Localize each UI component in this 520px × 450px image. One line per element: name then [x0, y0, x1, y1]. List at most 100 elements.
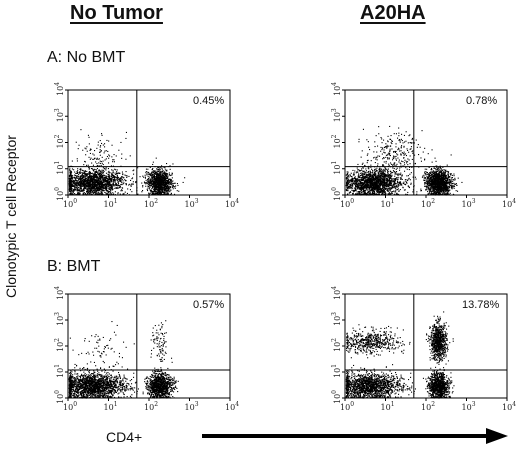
event-dot [357, 181, 359, 183]
event-dot [369, 186, 371, 188]
event-dot [347, 187, 349, 189]
event-dot [110, 179, 112, 181]
event-dot [77, 185, 79, 187]
event-dot [384, 173, 386, 175]
event-dot [157, 191, 159, 193]
event-dot [87, 173, 89, 175]
event-dot [365, 168, 367, 170]
event-dot [168, 183, 170, 185]
event-dot [382, 187, 384, 189]
event-dot [82, 184, 84, 186]
event-dot [370, 176, 372, 178]
event-dot [375, 188, 377, 190]
event-dot [184, 177, 186, 179]
event-dot [175, 185, 177, 187]
event-dot [105, 167, 107, 169]
event-dot [384, 183, 386, 185]
event-dot [108, 188, 110, 190]
event-dot [392, 187, 394, 189]
event-dot [373, 193, 375, 195]
event-dot [381, 182, 383, 184]
event-dot [86, 190, 88, 192]
event-dot [81, 190, 83, 192]
event-dot [162, 184, 164, 186]
event-dot [87, 164, 89, 166]
event-dot [147, 171, 149, 173]
event-dot [165, 178, 167, 180]
event-dot [356, 171, 358, 173]
event-dot [151, 169, 153, 171]
event-dot [101, 156, 103, 158]
event-dot [107, 181, 109, 183]
event-dot [372, 171, 374, 173]
event-dot [92, 181, 94, 183]
event-dot [116, 180, 118, 182]
event-dot [376, 178, 378, 180]
event-dot [369, 181, 371, 183]
event-dot [163, 184, 165, 186]
event-dot [369, 179, 371, 181]
event-dot [390, 181, 392, 183]
event-dot [108, 175, 110, 177]
event-dot [387, 179, 389, 181]
event-dot [360, 181, 362, 183]
event-dot [95, 161, 97, 163]
event-dot [85, 184, 87, 186]
event-dot [97, 158, 99, 160]
event-dot [89, 171, 91, 173]
event-dot [367, 191, 369, 193]
event-dot [86, 190, 88, 192]
event-dot [83, 175, 85, 177]
event-dot [352, 193, 354, 195]
event-dot [369, 182, 371, 184]
event-dot [69, 179, 71, 181]
event-dot [368, 181, 370, 183]
event-dot [154, 187, 156, 189]
event-dot [370, 179, 372, 181]
event-dot [371, 187, 373, 189]
event-dot [362, 179, 364, 181]
event-dot [75, 186, 77, 188]
event-dot [160, 180, 162, 182]
event-dot [160, 192, 162, 194]
event-dot [121, 171, 123, 173]
event-dot [106, 177, 108, 179]
event-dot [169, 168, 171, 170]
event-dot [377, 188, 379, 190]
event-dot [361, 174, 363, 176]
event-dot [72, 175, 74, 177]
event-dot [98, 188, 100, 190]
event-dot [111, 144, 113, 146]
event-dot [382, 164, 384, 166]
event-dot [162, 181, 164, 183]
event-dot [363, 191, 365, 193]
event-dot [393, 180, 395, 182]
event-dot [77, 192, 79, 194]
event-dot [79, 180, 81, 182]
event-dot [364, 182, 366, 184]
event-dot [406, 181, 408, 183]
event-dot [155, 176, 157, 178]
event-dot [151, 190, 153, 192]
event-dot [104, 168, 106, 170]
event-dot [87, 191, 89, 193]
event-dot [389, 180, 391, 182]
event-dot [99, 187, 101, 189]
event-dot [83, 189, 85, 191]
event-dot [165, 177, 167, 179]
event-dot [97, 172, 99, 174]
event-dot [363, 187, 365, 189]
event-dot [151, 172, 153, 174]
event-dot [406, 193, 408, 195]
event-dot [360, 172, 362, 174]
event-dot [156, 183, 158, 185]
event-dot [161, 190, 163, 192]
event-dot [388, 190, 390, 192]
event-dot [75, 179, 77, 181]
event-dot [91, 179, 93, 181]
event-dot [402, 183, 404, 185]
event-dot [383, 186, 385, 188]
event-dot [84, 187, 86, 189]
event-dot [163, 172, 165, 174]
event-dot [443, 189, 445, 191]
